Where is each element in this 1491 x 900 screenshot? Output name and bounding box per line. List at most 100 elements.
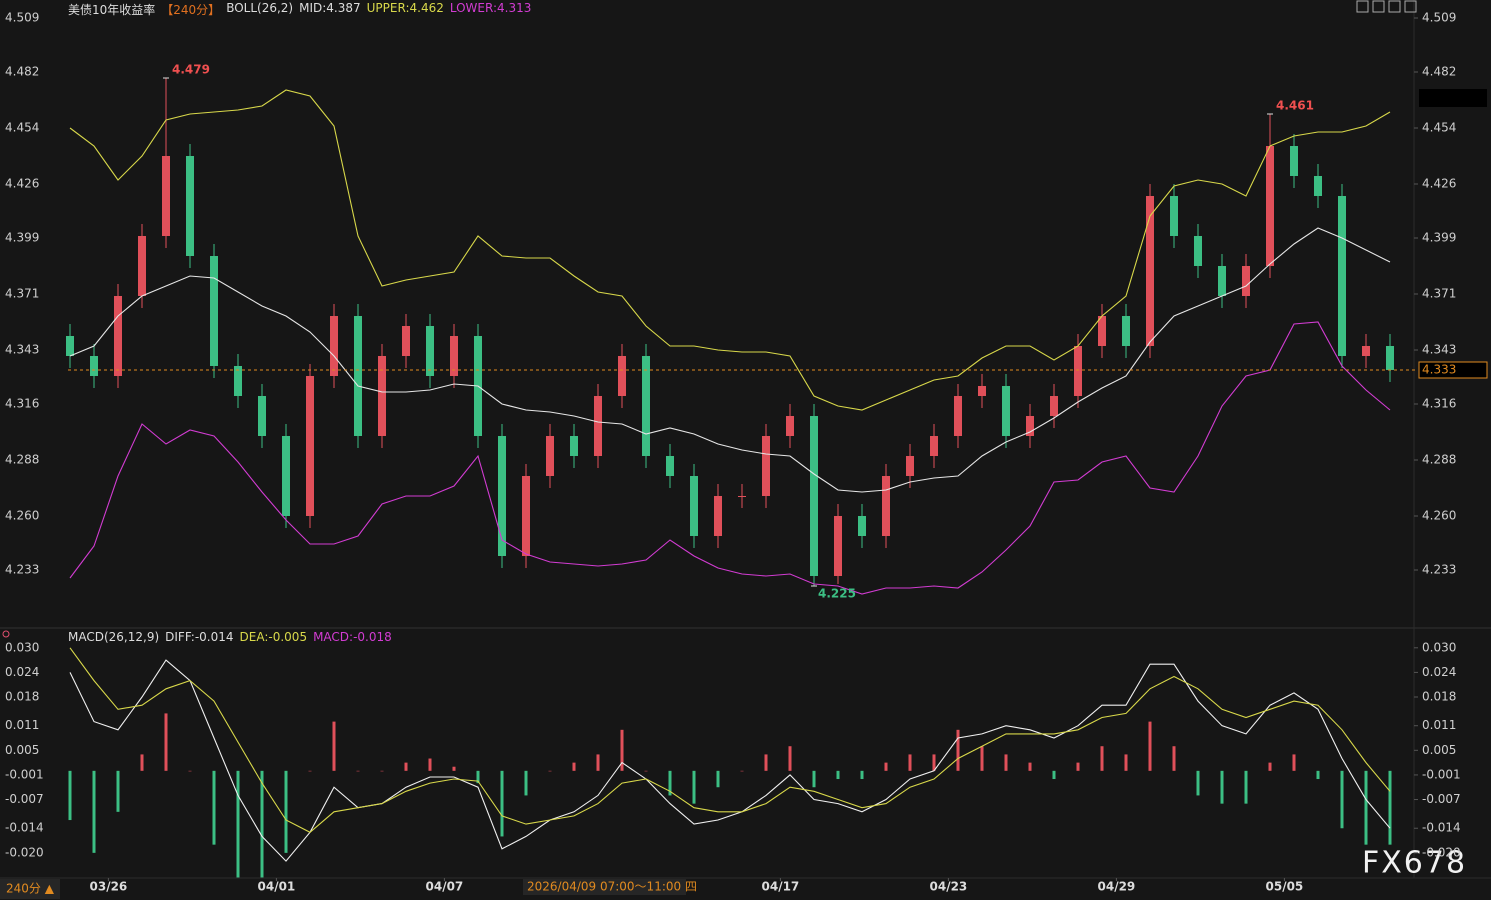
y-tick-label-left: 4.316 bbox=[5, 397, 39, 411]
candle-body bbox=[1098, 316, 1106, 346]
candle-body bbox=[1146, 196, 1154, 346]
period-button[interactable]: 240分 ▲ bbox=[6, 882, 55, 896]
candle-body bbox=[1170, 196, 1178, 236]
candle-body bbox=[1266, 146, 1274, 266]
macd-bar bbox=[1244, 770, 1248, 804]
macd-bar bbox=[788, 746, 792, 771]
candle-body bbox=[1122, 316, 1130, 346]
macd-bar bbox=[812, 770, 816, 788]
macd-bar bbox=[116, 770, 120, 812]
macd-bar bbox=[1028, 762, 1032, 771]
y-tick-label-left: 4.260 bbox=[5, 509, 39, 523]
macd-name: MACD(26,12,9) bbox=[68, 630, 160, 644]
candle-body bbox=[378, 356, 386, 436]
y-tick-label-right: 0.011 bbox=[1422, 718, 1456, 732]
macd-bar bbox=[284, 770, 288, 853]
diff-label: DIFF:-0.014 bbox=[165, 630, 234, 644]
macd-bar bbox=[956, 729, 960, 771]
y-tick-label-left: 4.426 bbox=[5, 177, 39, 191]
candle-body bbox=[882, 476, 890, 536]
extreme-label: 4.479 bbox=[172, 63, 210, 77]
macd-bar bbox=[1004, 754, 1008, 771]
x-tick-label: 04/29 bbox=[1098, 880, 1136, 894]
tool-button[interactable] bbox=[1356, 0, 1369, 13]
candle-body bbox=[354, 316, 362, 436]
x-tick-label: 04/17 bbox=[762, 880, 800, 894]
x-tick-label: 04/01 bbox=[258, 880, 296, 894]
period-button-bg[interactable] bbox=[0, 879, 60, 899]
macd-bar bbox=[1148, 721, 1152, 771]
candle-body bbox=[330, 316, 338, 376]
x-tick-label: 05/05 bbox=[1266, 880, 1304, 894]
candle-body bbox=[1362, 346, 1370, 356]
macd-bar bbox=[356, 770, 360, 772]
candle-body bbox=[978, 386, 986, 396]
macd-bar bbox=[740, 770, 744, 772]
macd-bar bbox=[92, 770, 96, 853]
macd-bar bbox=[884, 762, 888, 771]
period-label: 【240分】 bbox=[161, 3, 221, 17]
candle-body bbox=[714, 496, 722, 536]
tool-button[interactable] bbox=[1404, 0, 1417, 13]
y-tick-label-left: 0.018 bbox=[5, 690, 39, 704]
y-tick-label-right: 4.288 bbox=[1422, 453, 1456, 467]
y-tick-label-right: -0.001 bbox=[1422, 767, 1461, 781]
macd-bar bbox=[1388, 770, 1392, 845]
macd-bar bbox=[716, 770, 720, 788]
tool-button[interactable] bbox=[1372, 0, 1385, 13]
candle-body bbox=[954, 396, 962, 436]
y-tick-label-left: 4.509 bbox=[5, 11, 39, 25]
macd-bar bbox=[140, 754, 144, 771]
candle-body bbox=[258, 396, 266, 436]
macd-bar bbox=[764, 754, 768, 771]
y-tick-label-left: 4.482 bbox=[5, 65, 39, 79]
y-tick-label-left: -0.020 bbox=[5, 845, 44, 859]
macd-bar bbox=[164, 713, 168, 771]
candle-body bbox=[1194, 236, 1202, 266]
panel-icon bbox=[2, 630, 10, 638]
y-tick-label-left: -0.001 bbox=[5, 767, 44, 781]
candle-body bbox=[642, 356, 650, 456]
x-tick-label: 04/07 bbox=[426, 880, 464, 894]
macd-bar bbox=[524, 770, 528, 796]
macd-bar bbox=[860, 770, 864, 780]
tool-button[interactable] bbox=[1388, 0, 1401, 13]
macd-bar bbox=[644, 770, 648, 772]
candle-body bbox=[306, 376, 314, 516]
macd-bar bbox=[1340, 770, 1344, 829]
macd-bar bbox=[1196, 770, 1200, 796]
y-tick-label-left: 0.011 bbox=[5, 718, 39, 732]
y-tick-label-left: 0.005 bbox=[5, 743, 39, 757]
macd-bar bbox=[932, 754, 936, 771]
candle-body bbox=[690, 476, 698, 536]
macd-bar bbox=[692, 770, 696, 804]
y-tick-label-right: 4.371 bbox=[1422, 287, 1456, 301]
macd-bar bbox=[212, 770, 216, 845]
y-tick-label-right: 0.030 bbox=[1422, 640, 1456, 654]
indicator-line bbox=[69, 659, 1391, 862]
candle-body bbox=[834, 516, 842, 576]
y-tick-label-left: 4.371 bbox=[5, 287, 39, 301]
y-tick-label-left: 4.343 bbox=[5, 343, 39, 357]
lower-label: LOWER:4.313 bbox=[449, 1, 532, 15]
macd-bar bbox=[836, 770, 840, 780]
candle-body bbox=[1290, 146, 1298, 176]
y-tick-label-right: -0.014 bbox=[1422, 821, 1461, 835]
y-tick-label-right: 4.343 bbox=[1422, 343, 1456, 357]
macd-bar bbox=[68, 770, 72, 821]
watermark: FX678 bbox=[1362, 846, 1467, 881]
macd-label: MACD:-0.018 bbox=[313, 630, 392, 644]
crosshair-time-box bbox=[523, 879, 686, 895]
macd-bar bbox=[308, 770, 312, 772]
y-tick-label-right: 4.399 bbox=[1422, 231, 1456, 245]
y-tick-label-left: -0.014 bbox=[5, 821, 44, 835]
y-tick-label-left: 0.030 bbox=[5, 640, 39, 654]
candle-body bbox=[1026, 416, 1034, 436]
macd-bar bbox=[500, 770, 504, 837]
candle-body bbox=[234, 366, 242, 396]
candle-body bbox=[450, 336, 458, 376]
y-tick-label-left: -0.007 bbox=[5, 792, 44, 806]
candle-body bbox=[546, 436, 554, 476]
macd-bar bbox=[452, 766, 456, 771]
macd-bar bbox=[620, 729, 624, 771]
